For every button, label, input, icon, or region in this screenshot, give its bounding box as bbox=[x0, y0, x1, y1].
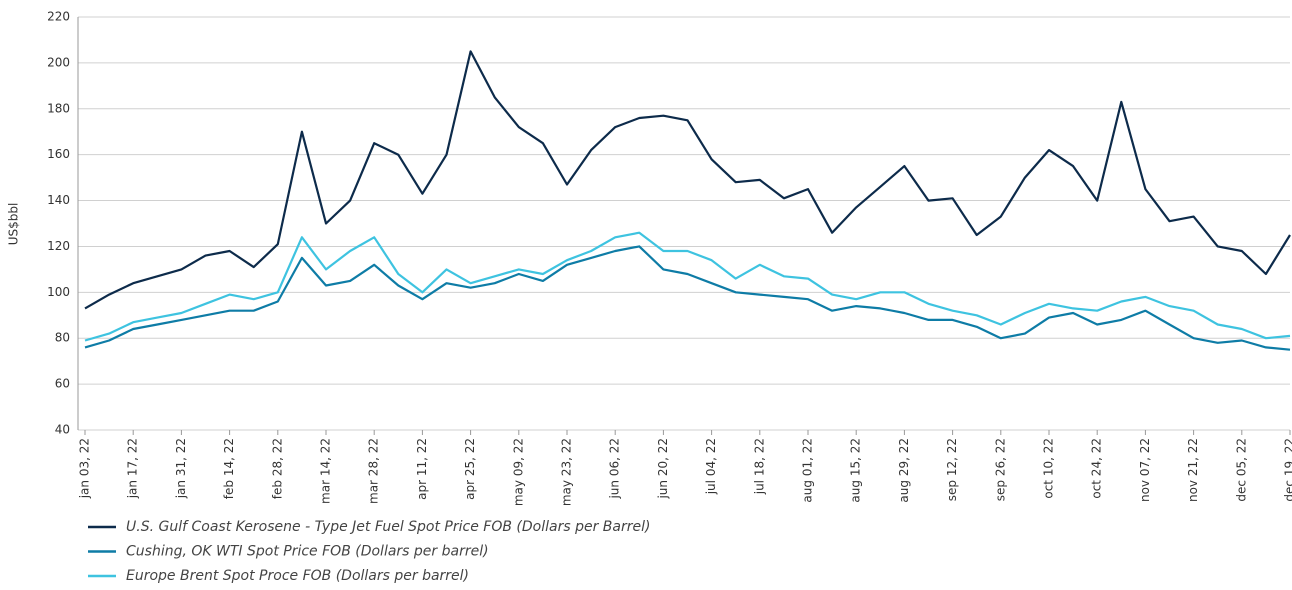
series-line bbox=[84, 245, 1291, 351]
x-tick-label: jul 18, 22 bbox=[752, 438, 766, 495]
x-tick-label: feb 28, 22 bbox=[270, 438, 284, 499]
y-tick-label: 180 bbox=[47, 101, 70, 115]
legend-label: Cushing, OK WTI Spot Price FOB (Dollars … bbox=[126, 544, 489, 560]
y-tick-label: 140 bbox=[47, 193, 70, 207]
y-tick-label: 60 bbox=[55, 377, 70, 391]
x-tick-label: nov 07, 22 bbox=[1138, 438, 1152, 502]
x-tick-label: nov 21, 22 bbox=[1186, 438, 1200, 502]
x-tick-label: may 23, 22 bbox=[560, 438, 574, 506]
legend-label: U.S. Gulf Coast Kerosene - Type Jet Fuel… bbox=[126, 519, 650, 535]
y-axis-label: US$bbl bbox=[7, 203, 21, 246]
x-tick-label: apr 11, 22 bbox=[415, 438, 429, 500]
x-tick-label: oct 10, 22 bbox=[1042, 438, 1056, 499]
x-tick-label: jan 03, 22 bbox=[78, 438, 92, 499]
x-tick-label: apr 25, 22 bbox=[463, 438, 477, 500]
x-tick-label: sep 12, 22 bbox=[945, 438, 959, 501]
y-tick-label: 80 bbox=[55, 331, 70, 345]
x-tick-label: may 09, 22 bbox=[511, 438, 525, 506]
x-tick-label: jul 04, 22 bbox=[704, 438, 718, 495]
x-tick-label: sep 26, 22 bbox=[993, 438, 1007, 501]
x-tick-label: aug 29, 22 bbox=[897, 438, 911, 503]
x-tick-label: jun 20, 22 bbox=[656, 438, 670, 500]
y-tick-label: 160 bbox=[47, 147, 70, 161]
y-tick-label: 120 bbox=[47, 239, 70, 253]
y-tick-label: 40 bbox=[55, 423, 70, 437]
series-line bbox=[84, 231, 1291, 342]
y-tick-label: 220 bbox=[47, 10, 70, 24]
y-tick-label: 100 bbox=[47, 285, 70, 299]
x-tick-label: jan 17, 22 bbox=[126, 438, 140, 499]
x-tick-label: mar 28, 22 bbox=[367, 438, 381, 504]
x-tick-label: aug 15, 22 bbox=[849, 438, 863, 503]
x-tick-label: mar 14, 22 bbox=[319, 438, 333, 504]
x-tick-label: oct 24, 22 bbox=[1090, 438, 1104, 499]
x-tick-label: dec 05, 22 bbox=[1234, 438, 1248, 502]
y-tick-label: 200 bbox=[47, 55, 70, 69]
x-tick-label: aug 01, 22 bbox=[801, 438, 815, 503]
x-tick-label: jun 06, 22 bbox=[608, 438, 622, 500]
series-line bbox=[84, 50, 1291, 310]
x-tick-label: jan 31, 22 bbox=[174, 438, 188, 499]
legend-label: Europe Brent Spot Proce FOB (Dollars per… bbox=[126, 568, 469, 584]
x-tick-label: dec 19, 22 bbox=[1283, 438, 1292, 502]
x-tick-label: feb 14, 22 bbox=[222, 438, 236, 499]
